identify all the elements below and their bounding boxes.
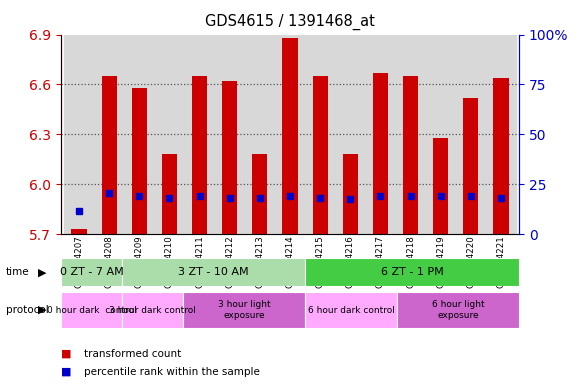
Bar <box>486 35 516 234</box>
Bar <box>396 35 426 234</box>
Bar <box>343 154 358 234</box>
Bar <box>122 258 305 286</box>
Bar <box>305 35 335 234</box>
Bar <box>61 292 122 328</box>
Text: GDS4615 / 1391468_at: GDS4615 / 1391468_at <box>205 13 375 30</box>
Text: 6 hour light
exposure: 6 hour light exposure <box>432 300 484 320</box>
Bar <box>215 35 245 234</box>
Bar <box>433 138 448 234</box>
Bar <box>132 88 147 234</box>
Bar <box>494 78 509 234</box>
Text: 6 hour dark control: 6 hour dark control <box>307 306 394 314</box>
Bar <box>456 35 486 234</box>
Bar <box>373 73 388 234</box>
Bar <box>313 76 328 234</box>
Bar <box>397 292 519 328</box>
Bar <box>192 76 207 234</box>
Bar <box>94 35 124 234</box>
Bar <box>222 81 237 234</box>
Bar <box>183 292 305 328</box>
Text: ▶: ▶ <box>38 305 46 315</box>
Bar <box>154 35 184 234</box>
Text: protocol: protocol <box>6 305 49 315</box>
Bar <box>64 35 94 234</box>
Bar <box>252 154 267 234</box>
Bar <box>124 35 154 234</box>
Text: ■: ■ <box>61 349 71 359</box>
Bar <box>61 258 122 286</box>
Bar <box>275 35 305 234</box>
Text: time: time <box>6 267 30 277</box>
Text: transformed count: transformed count <box>84 349 182 359</box>
Bar <box>463 98 478 234</box>
Bar <box>403 76 418 234</box>
Bar <box>71 229 86 234</box>
Text: ▶: ▶ <box>38 267 46 277</box>
Text: 0 ZT - 7 AM: 0 ZT - 7 AM <box>60 267 124 277</box>
Text: percentile rank within the sample: percentile rank within the sample <box>84 367 260 377</box>
Text: ■: ■ <box>61 367 71 377</box>
Bar <box>184 35 215 234</box>
Bar <box>162 154 177 234</box>
Bar <box>365 35 396 234</box>
Bar <box>282 38 298 234</box>
Text: 3 hour dark control: 3 hour dark control <box>109 306 196 314</box>
Bar <box>305 258 519 286</box>
Bar <box>122 292 183 328</box>
Bar <box>335 35 365 234</box>
Bar <box>305 292 397 328</box>
Bar <box>245 35 275 234</box>
Bar <box>426 35 456 234</box>
Text: 3 ZT - 10 AM: 3 ZT - 10 AM <box>178 267 249 277</box>
Text: 0 hour dark  control: 0 hour dark control <box>46 306 136 314</box>
Bar <box>102 76 117 234</box>
Text: 6 ZT - 1 PM: 6 ZT - 1 PM <box>381 267 444 277</box>
Text: 3 hour light
exposure: 3 hour light exposure <box>218 300 270 320</box>
